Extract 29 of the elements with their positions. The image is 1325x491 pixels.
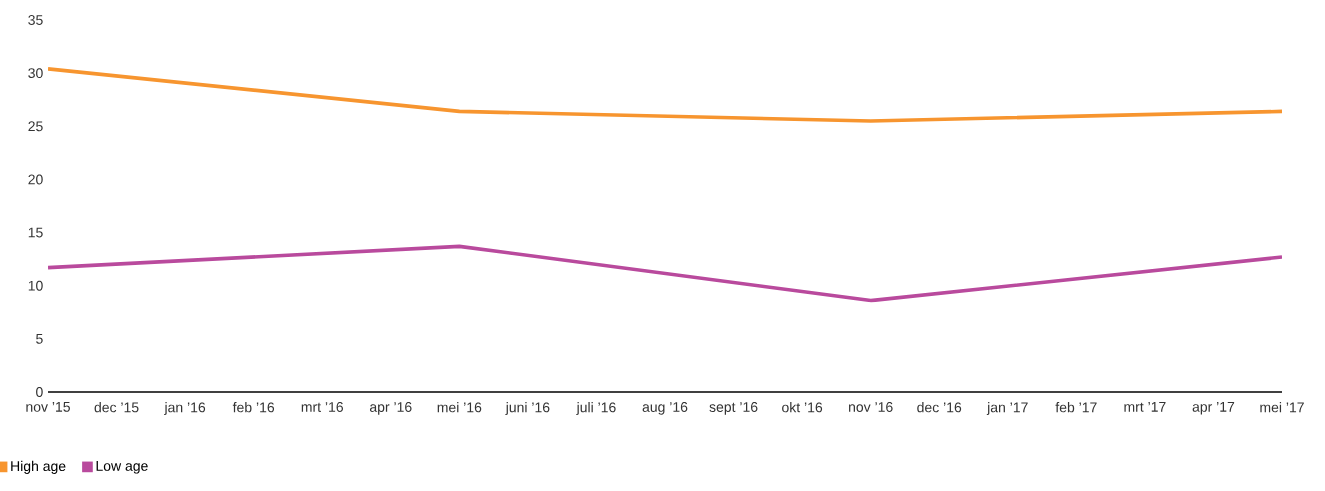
x-tick-label: jan ’17 xyxy=(986,402,1028,416)
x-tick-label: mei ’16 xyxy=(437,402,482,413)
y-tick-label: 5 xyxy=(36,333,43,344)
y-tick-label: 25 xyxy=(28,121,43,132)
y-tick-label: 15 xyxy=(28,227,43,238)
x-tick-label: jan ’16 xyxy=(164,402,206,416)
x-tick-label: juli ’16 xyxy=(576,402,616,416)
x-tick-label: okt ’16 xyxy=(782,402,823,413)
y-tick-label: 0 xyxy=(36,387,43,397)
legend-label: Low age xyxy=(96,461,148,474)
x-tick-label: feb ’17 xyxy=(1055,402,1097,413)
x-tick-label: nov ’16 xyxy=(849,402,893,412)
x-tick-label: mei ’17 xyxy=(1260,402,1304,413)
x-tick-label: dec ’15 xyxy=(94,402,139,413)
x-tick-label: mrt ’17 xyxy=(1124,402,1166,412)
y-tick-label: 10 xyxy=(28,280,43,291)
x-tick-label: sept ’16 xyxy=(709,402,758,415)
x-tick-label: apr ’17 xyxy=(1192,402,1235,415)
x-tick-label: juni ’16 xyxy=(505,402,550,416)
x-tick-label: mrt ’16 xyxy=(301,402,343,412)
x-tick-label: nov ’15 xyxy=(26,402,70,412)
legend-label: High age xyxy=(11,460,66,474)
y-tick-label: 30 xyxy=(28,68,43,79)
y-tick-label: 35 xyxy=(28,15,43,25)
x-tick-label: dec ’16 xyxy=(917,402,962,413)
x-tick-label: feb ’16 xyxy=(232,402,275,413)
y-tick-label: 20 xyxy=(28,174,43,185)
x-tick-label: aug ’16 xyxy=(642,402,688,415)
x-tick-label: apr ’16 xyxy=(369,402,412,415)
